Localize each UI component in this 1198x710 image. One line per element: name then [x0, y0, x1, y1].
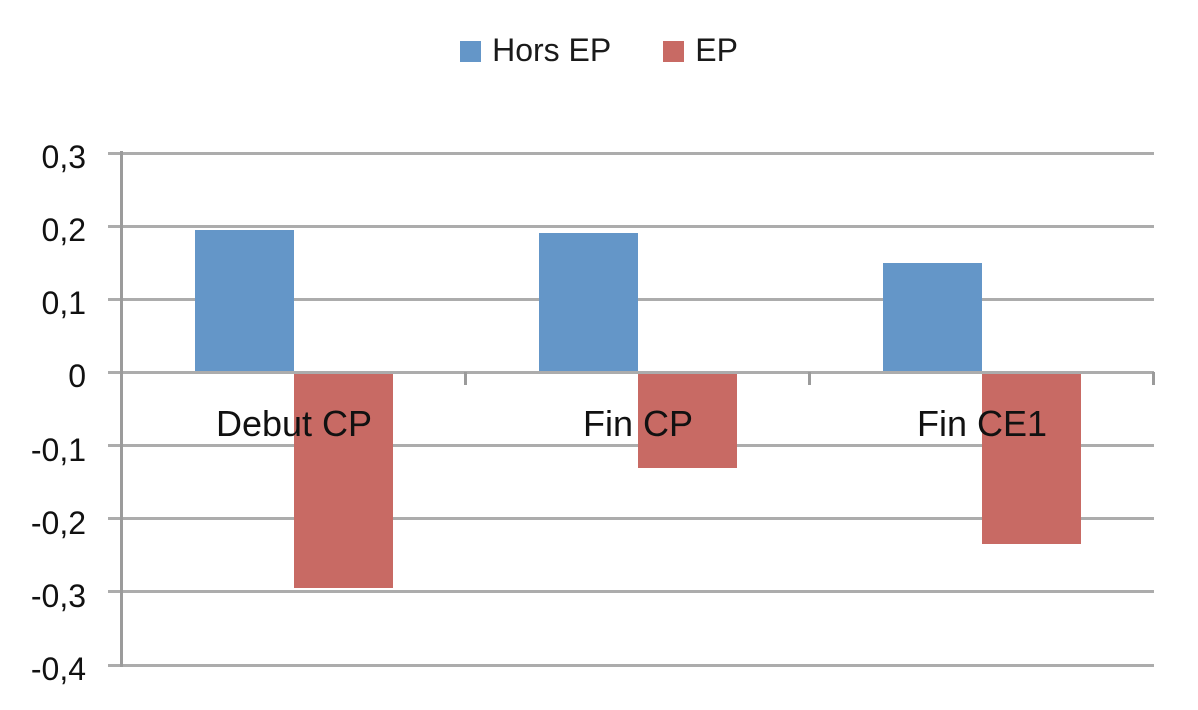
- gridline: [108, 663, 1154, 667]
- y-axis-label: -0,3: [30, 577, 86, 614]
- y-axis-label: -0,4: [30, 651, 86, 687]
- bar-ep-1: [638, 372, 737, 468]
- y-axis-label: -0,2: [30, 504, 86, 541]
- category-axis-tick: [808, 372, 811, 386]
- legend-swatch-icon: [460, 41, 482, 62]
- zero-axis-line: [108, 370, 1154, 374]
- y-axis-line: [120, 151, 123, 667]
- bar-hors-ep-2: [883, 262, 982, 373]
- y-axis-label: 0: [68, 358, 86, 395]
- y-axis-label: 0,2: [41, 212, 86, 249]
- legend-swatch-icon: [663, 41, 685, 62]
- bar-hors-ep-1: [539, 233, 638, 373]
- gridline: [108, 517, 1154, 521]
- category-axis-tick: [1152, 372, 1155, 386]
- y-axis-label: 0,1: [41, 285, 86, 322]
- bar-ep-2: [982, 372, 1081, 545]
- legend: Hors EP EP: [0, 34, 1198, 66]
- category-label: Fin CE1: [916, 403, 1048, 444]
- category-label: Debut CP: [215, 403, 373, 444]
- legend-label: Hors EP: [492, 32, 612, 68]
- gridline: [108, 590, 1154, 594]
- legend-item-hors-ep: Hors EP: [460, 34, 611, 66]
- y-axis-label: 0,3: [41, 139, 86, 175]
- bar-ep-0: [294, 372, 393, 589]
- legend-item-ep: EP: [663, 34, 738, 66]
- y-axis-label: -0,1: [30, 431, 86, 468]
- category-label: Fin CP: [582, 403, 694, 444]
- legend-label: EP: [695, 32, 738, 68]
- category-axis-tick: [464, 372, 467, 386]
- gridline: [108, 151, 1154, 155]
- gridline: [108, 444, 1154, 448]
- bar-hors-ep-0: [195, 229, 294, 373]
- gridline: [108, 224, 1154, 228]
